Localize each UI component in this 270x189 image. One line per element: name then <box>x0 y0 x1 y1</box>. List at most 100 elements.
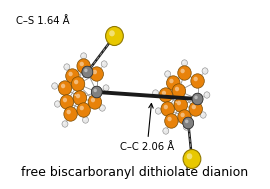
Circle shape <box>192 105 196 109</box>
Circle shape <box>93 88 97 92</box>
Circle shape <box>189 102 202 116</box>
Circle shape <box>77 59 90 73</box>
Circle shape <box>166 72 168 74</box>
Circle shape <box>83 117 89 123</box>
Circle shape <box>177 101 181 105</box>
Circle shape <box>55 101 60 107</box>
Circle shape <box>187 153 192 159</box>
Circle shape <box>181 60 187 66</box>
Circle shape <box>65 65 67 67</box>
Circle shape <box>192 93 203 105</box>
Circle shape <box>66 110 71 114</box>
Circle shape <box>194 95 198 99</box>
Circle shape <box>56 102 58 104</box>
Circle shape <box>63 122 65 124</box>
Circle shape <box>53 84 55 86</box>
Circle shape <box>183 149 201 169</box>
Circle shape <box>175 101 177 103</box>
Circle shape <box>154 91 156 93</box>
Circle shape <box>58 81 72 95</box>
Circle shape <box>66 69 79 83</box>
Text: C–C 2.06 Å: C–C 2.06 Å <box>120 104 174 152</box>
Circle shape <box>167 76 180 90</box>
Text: C–S 1.64 Å: C–S 1.64 Å <box>16 16 70 26</box>
Circle shape <box>52 83 58 89</box>
Circle shape <box>77 103 90 117</box>
Circle shape <box>84 118 86 120</box>
Circle shape <box>80 106 84 110</box>
Circle shape <box>169 79 174 83</box>
Circle shape <box>194 77 198 81</box>
Circle shape <box>88 95 102 109</box>
Circle shape <box>167 117 172 121</box>
Circle shape <box>80 62 84 66</box>
Circle shape <box>153 90 158 96</box>
Circle shape <box>164 105 168 109</box>
Circle shape <box>174 98 187 112</box>
Circle shape <box>90 67 103 81</box>
Circle shape <box>185 119 188 123</box>
Circle shape <box>109 30 115 36</box>
Circle shape <box>68 72 73 76</box>
Circle shape <box>204 92 210 98</box>
Circle shape <box>161 102 174 116</box>
Circle shape <box>76 94 80 98</box>
Text: free biscarboranyl dithiolate dianion: free biscarboranyl dithiolate dianion <box>21 166 249 179</box>
Circle shape <box>84 69 87 72</box>
Circle shape <box>183 61 185 63</box>
Circle shape <box>93 88 97 92</box>
Circle shape <box>93 70 97 74</box>
Circle shape <box>99 105 105 111</box>
Circle shape <box>100 106 102 108</box>
Circle shape <box>64 107 77 121</box>
Circle shape <box>62 121 68 127</box>
Circle shape <box>162 91 166 95</box>
Circle shape <box>102 62 104 64</box>
Circle shape <box>191 74 204 88</box>
Circle shape <box>103 85 109 91</box>
Circle shape <box>185 119 188 123</box>
Circle shape <box>74 80 78 84</box>
Circle shape <box>178 66 191 80</box>
Circle shape <box>174 100 180 106</box>
Circle shape <box>61 84 65 88</box>
Circle shape <box>200 112 206 118</box>
Circle shape <box>73 93 79 99</box>
Circle shape <box>180 69 185 73</box>
Circle shape <box>183 124 189 130</box>
Circle shape <box>183 117 194 129</box>
Circle shape <box>194 95 198 99</box>
Circle shape <box>175 87 179 91</box>
Circle shape <box>201 113 203 115</box>
Circle shape <box>203 69 205 71</box>
Circle shape <box>185 125 187 127</box>
Circle shape <box>60 95 73 109</box>
Circle shape <box>106 26 123 46</box>
Circle shape <box>202 68 208 74</box>
Circle shape <box>172 84 185 98</box>
Circle shape <box>73 91 87 105</box>
Circle shape <box>81 53 87 59</box>
Circle shape <box>64 64 70 70</box>
Circle shape <box>157 109 158 111</box>
Circle shape <box>101 61 107 67</box>
Circle shape <box>164 129 166 131</box>
Circle shape <box>71 77 85 91</box>
Circle shape <box>192 93 203 105</box>
Circle shape <box>165 114 178 128</box>
Circle shape <box>91 86 102 98</box>
Circle shape <box>82 66 93 78</box>
Circle shape <box>159 88 173 102</box>
Circle shape <box>163 128 169 134</box>
Circle shape <box>183 117 194 129</box>
Circle shape <box>178 110 191 124</box>
Circle shape <box>91 98 95 102</box>
Circle shape <box>155 108 161 114</box>
Circle shape <box>180 113 185 117</box>
Circle shape <box>205 93 207 95</box>
Circle shape <box>74 94 76 96</box>
Circle shape <box>82 54 84 56</box>
Circle shape <box>82 66 93 78</box>
Circle shape <box>91 86 102 98</box>
Circle shape <box>84 69 87 72</box>
